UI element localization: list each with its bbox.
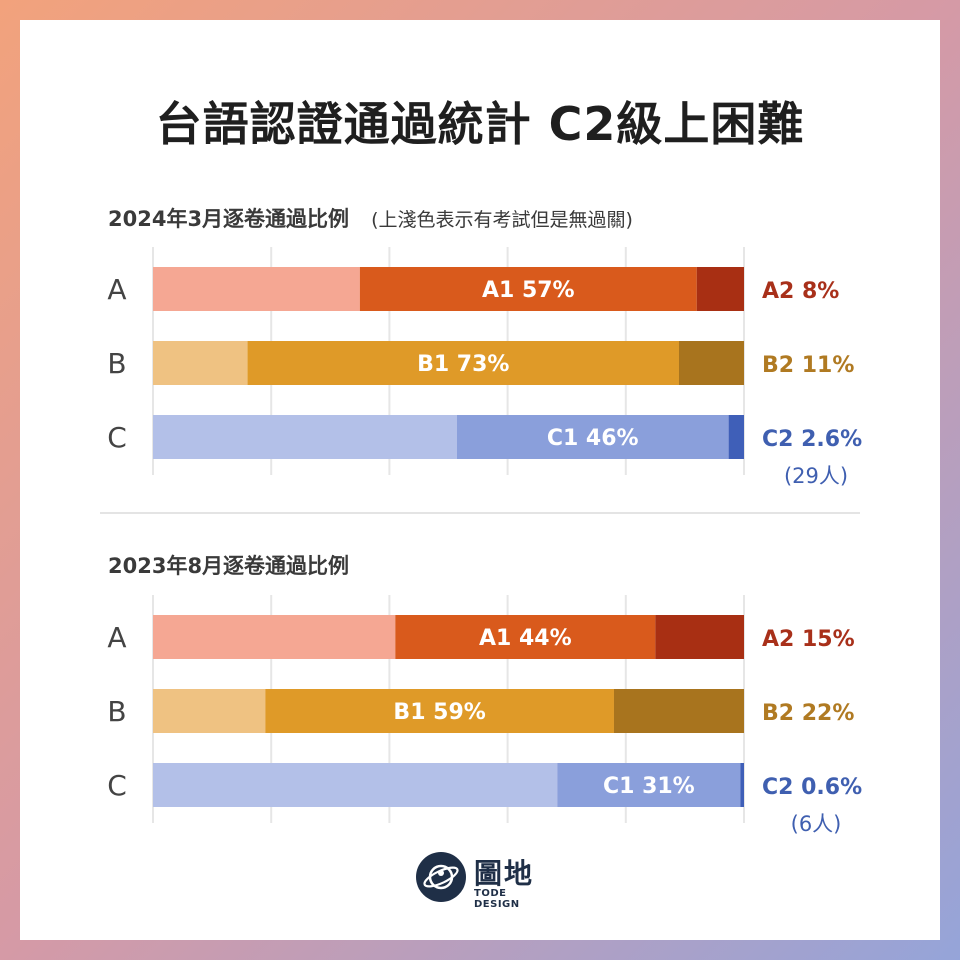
chart-2024-march: A A1 57% A2 8% B B1 73% B2 11% C C1 46% C2 2.6% (… xyxy=(20,247,940,507)
bar-segment-fail xyxy=(153,415,457,459)
data-label-lower: A1 44% xyxy=(479,626,572,651)
bar-segment-fail xyxy=(153,763,558,807)
category-label: A xyxy=(107,621,126,654)
data-label-upper: A2 8% xyxy=(762,279,839,304)
bar-segment-upper xyxy=(728,415,744,459)
data-label-lower: B1 73% xyxy=(417,352,509,377)
bar-segment-lower xyxy=(395,615,656,659)
bar-segment-lower xyxy=(359,267,697,311)
chart-2-heading: 2023年8月逐卷通過比例 xyxy=(108,550,349,580)
bar-segment-upper xyxy=(740,763,744,807)
logo-name: 圖地 xyxy=(474,857,535,890)
data-label-upper: C2 0.6% xyxy=(762,775,862,800)
infographic-card: 台語認證通過統計 C2級上困難 2024年3月逐卷通過比例 (上淺色表示有考試但是… xyxy=(20,20,940,940)
brand-logo: 圖地 TODE DESIGN xyxy=(416,852,556,910)
chart-svg: A A1 57% A2 8% B B1 73% B2 11% C C1 46% C2 2.6% (… xyxy=(107,247,862,488)
category-label: B xyxy=(107,695,126,728)
chart-1-title: 2024年3月逐卷通過比例 xyxy=(108,207,350,231)
data-label-lower: C1 46% xyxy=(547,426,639,451)
page-title: 台語認證通過統計 C2級上困難 xyxy=(155,97,805,151)
chart-2-title: 2023年8月逐卷通過比例 xyxy=(108,554,350,578)
planet-icon xyxy=(416,852,466,902)
bar-segment-upper xyxy=(613,689,744,733)
chart-svg: A A1 44% A2 15% B B1 59% B2 22% C C1 31% C2 0.6%… xyxy=(107,595,862,836)
participant-count: (6人) xyxy=(791,812,842,836)
bar-segment-upper xyxy=(678,341,744,385)
data-label-upper: A2 15% xyxy=(762,627,855,652)
bar-segment-lower xyxy=(557,763,741,807)
bar-segment-lower xyxy=(456,415,729,459)
category-label: A xyxy=(107,273,126,306)
data-label-upper: B2 22% xyxy=(762,701,854,726)
bar-segment-fail xyxy=(153,267,360,311)
bar-segment-lower xyxy=(265,689,614,733)
bar-segment-lower xyxy=(247,341,679,385)
data-label-upper: C2 2.6% xyxy=(762,427,862,452)
category-label: C xyxy=(107,421,127,454)
participant-count: (29人) xyxy=(784,464,848,488)
bar-segment-upper xyxy=(655,615,744,659)
bar-segment-fail xyxy=(153,689,266,733)
chart-1-heading: 2024年3月逐卷通過比例 (上淺色表示有考試但是無過關) xyxy=(108,203,633,233)
data-label-lower: C1 31% xyxy=(603,774,695,799)
bar-segment-fail xyxy=(153,341,248,385)
chart-2023-august: A A1 44% A2 15% B B1 59% B2 22% C C1 31% C2 0.6%… xyxy=(20,595,940,855)
bar-segment-fail xyxy=(153,615,396,659)
data-label-lower: A1 57% xyxy=(482,278,575,303)
data-label-lower: B1 59% xyxy=(393,700,485,725)
data-label-upper: B2 11% xyxy=(762,353,854,378)
category-label: C xyxy=(107,769,127,802)
logo-subtitle: TODE DESIGN xyxy=(474,888,520,910)
chart-1-note: (上淺色表示有考試但是無過關) xyxy=(371,209,633,231)
section-divider xyxy=(100,512,860,514)
category-label: B xyxy=(107,347,126,380)
bar-segment-upper xyxy=(696,267,744,311)
